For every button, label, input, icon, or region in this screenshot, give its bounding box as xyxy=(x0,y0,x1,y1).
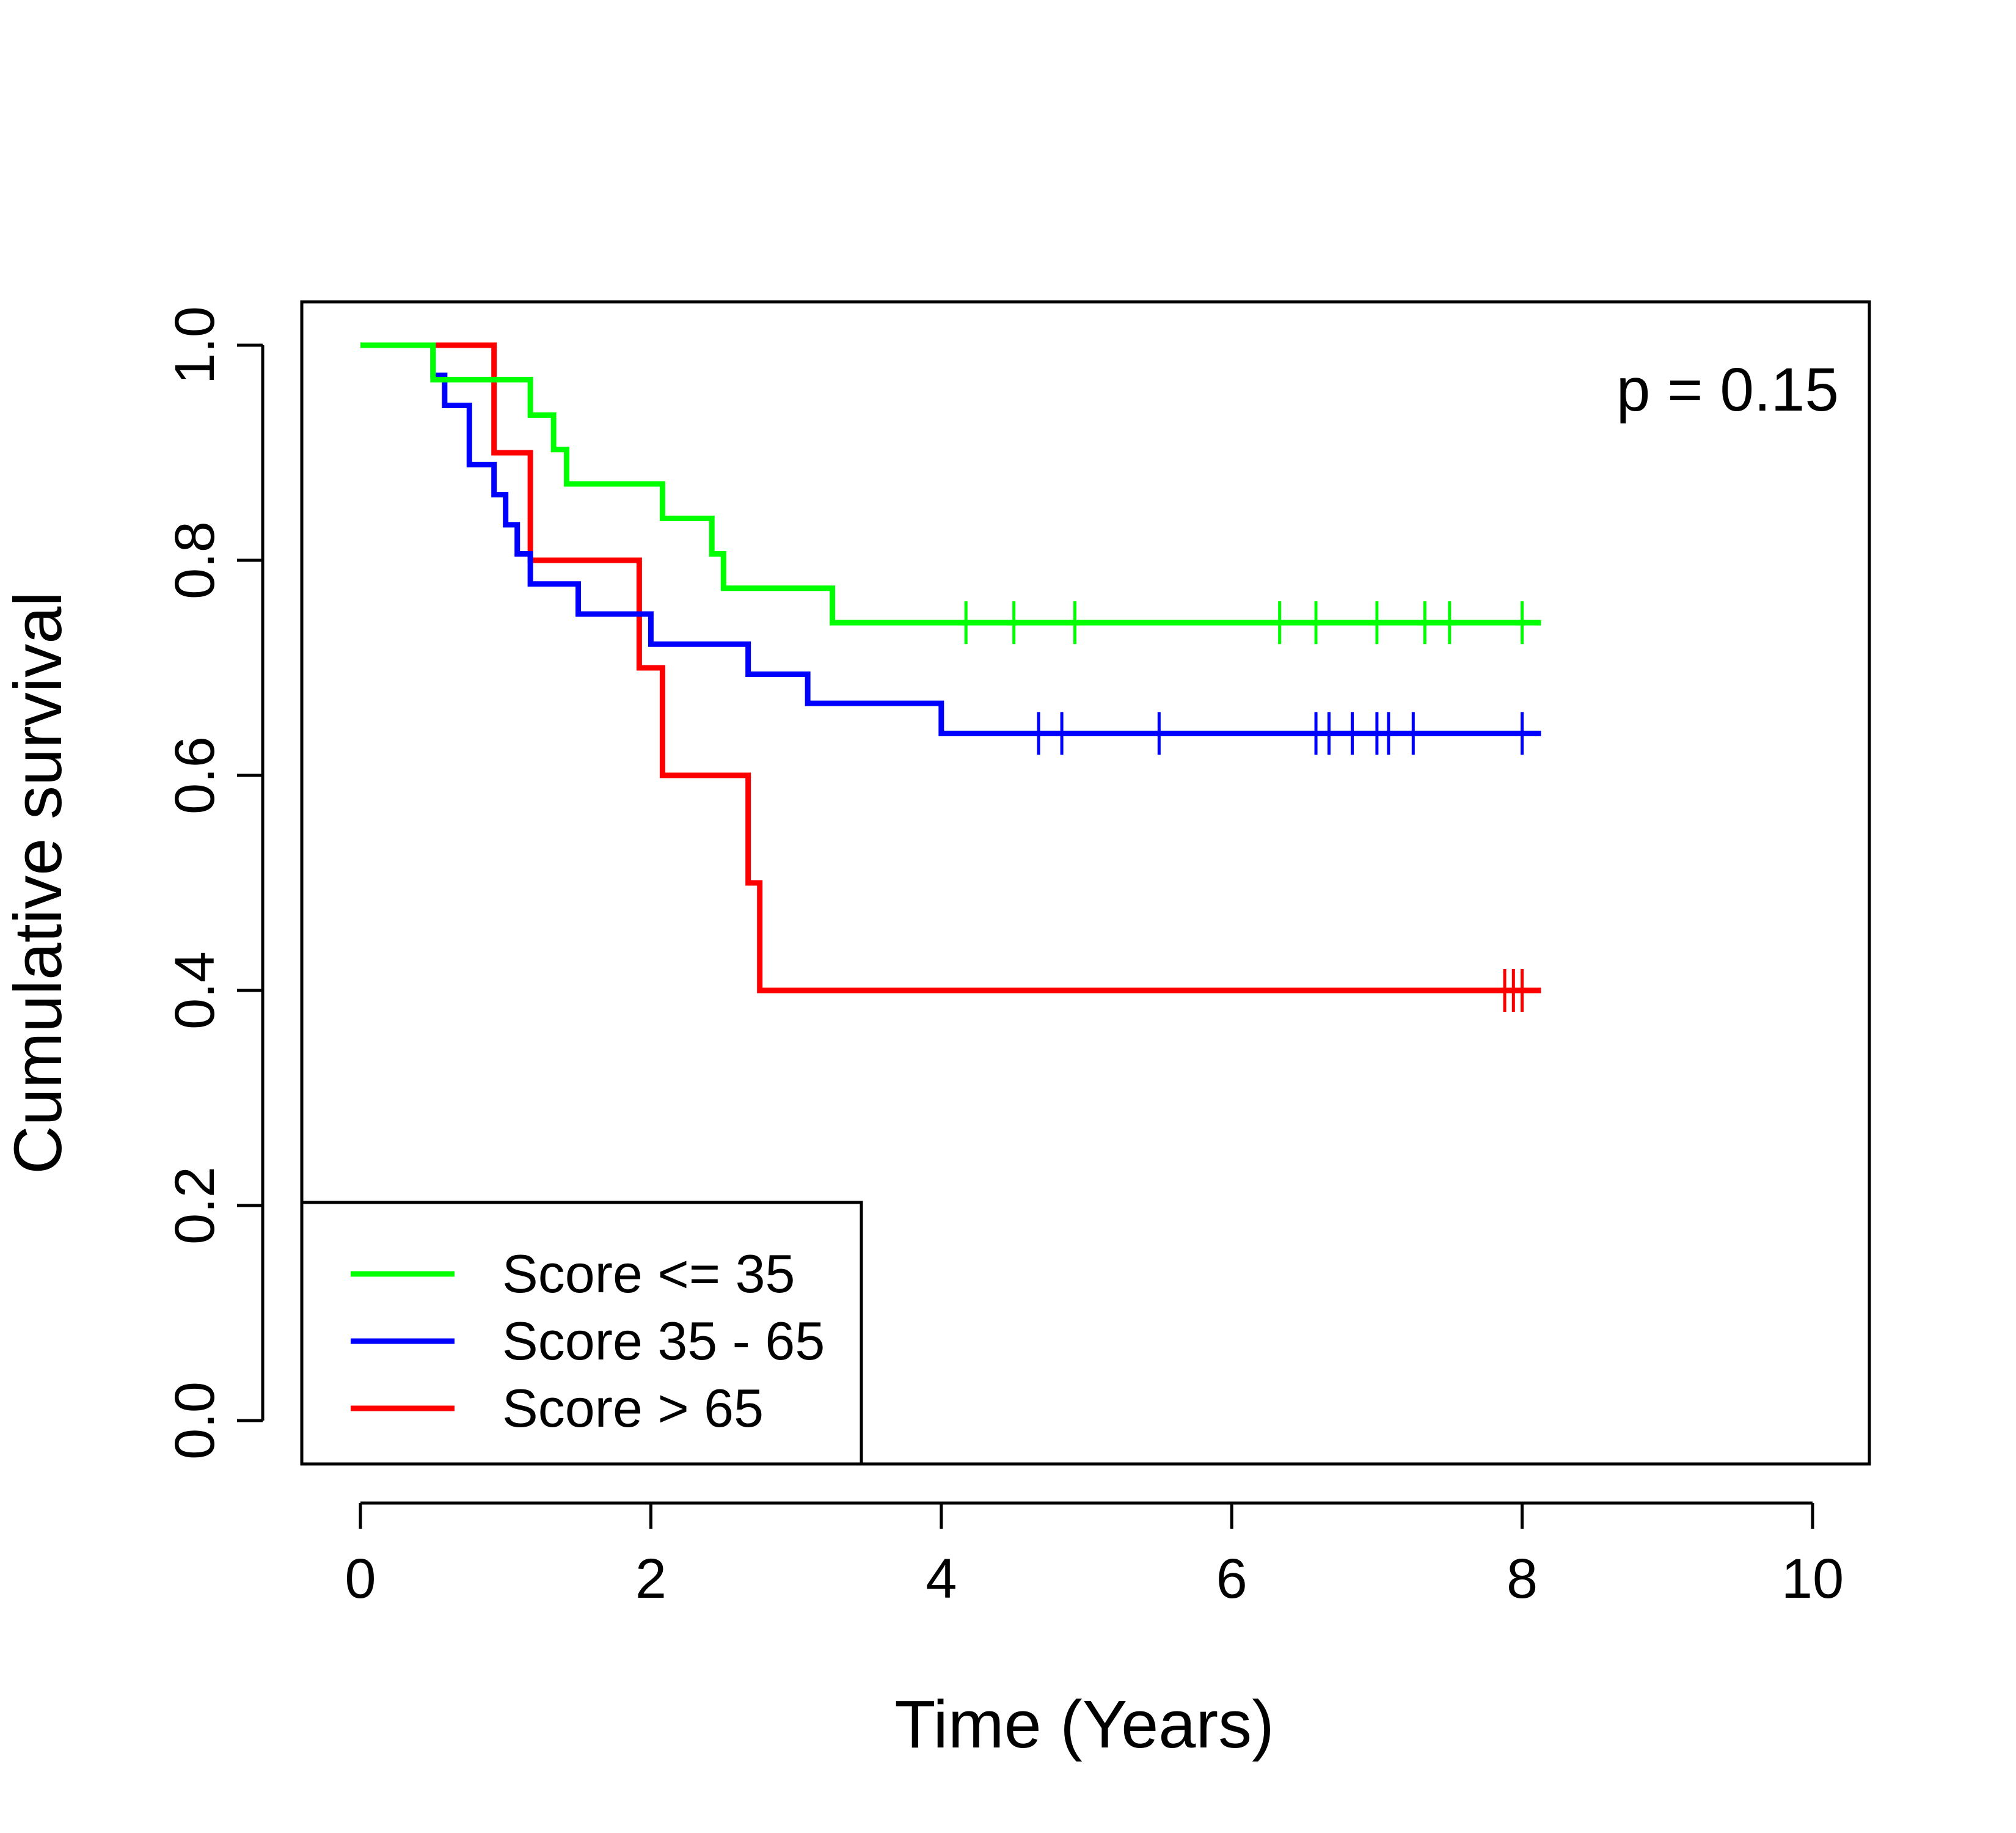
p-value-annotation: p = 0.15 xyxy=(1616,356,1839,424)
legend: Score <= 35 Score 35 - 65 Score > 65 xyxy=(300,1201,863,1466)
y-axis-title: Cumulative survival xyxy=(1,591,76,1174)
x-axis: 0 2 4 6 8 10 xyxy=(345,1501,1844,1610)
survival-curve xyxy=(360,342,1541,626)
series-0 xyxy=(360,342,1541,645)
x-tick-label: 0 xyxy=(345,1548,376,1610)
legend-label: Score 35 - 65 xyxy=(502,1311,825,1371)
y-tick-label: 0.0 xyxy=(164,1381,226,1460)
plot-frame xyxy=(300,300,1871,1466)
series-1 xyxy=(360,342,1541,755)
y-tick-label: 0.6 xyxy=(164,736,226,814)
x-tick-label: 8 xyxy=(1507,1548,1538,1610)
survival-curve xyxy=(360,342,1541,736)
x-axis-title: Time (Years) xyxy=(894,1687,1274,1762)
legend-box xyxy=(300,1201,863,1466)
x-tick-label: 4 xyxy=(926,1548,957,1610)
series-layer xyxy=(360,342,1541,1012)
legend-label: Score > 65 xyxy=(502,1378,764,1438)
survival-curve xyxy=(360,342,1541,993)
series-2 xyxy=(360,342,1541,1012)
y-axis: 0.0 0.2 0.4 0.6 0.8 1.0 xyxy=(164,306,265,1460)
y-tick-label: 0.4 xyxy=(164,951,226,1030)
y-tick-label: 0.2 xyxy=(164,1166,226,1245)
x-tick-label: 10 xyxy=(1781,1548,1844,1610)
y-tick-label: 0.8 xyxy=(164,521,226,599)
x-tick-label: 2 xyxy=(635,1548,667,1610)
y-tick-label: 1.0 xyxy=(164,306,226,384)
x-tick-label: 6 xyxy=(1216,1548,1247,1610)
legend-label: Score <= 35 xyxy=(502,1243,795,1304)
